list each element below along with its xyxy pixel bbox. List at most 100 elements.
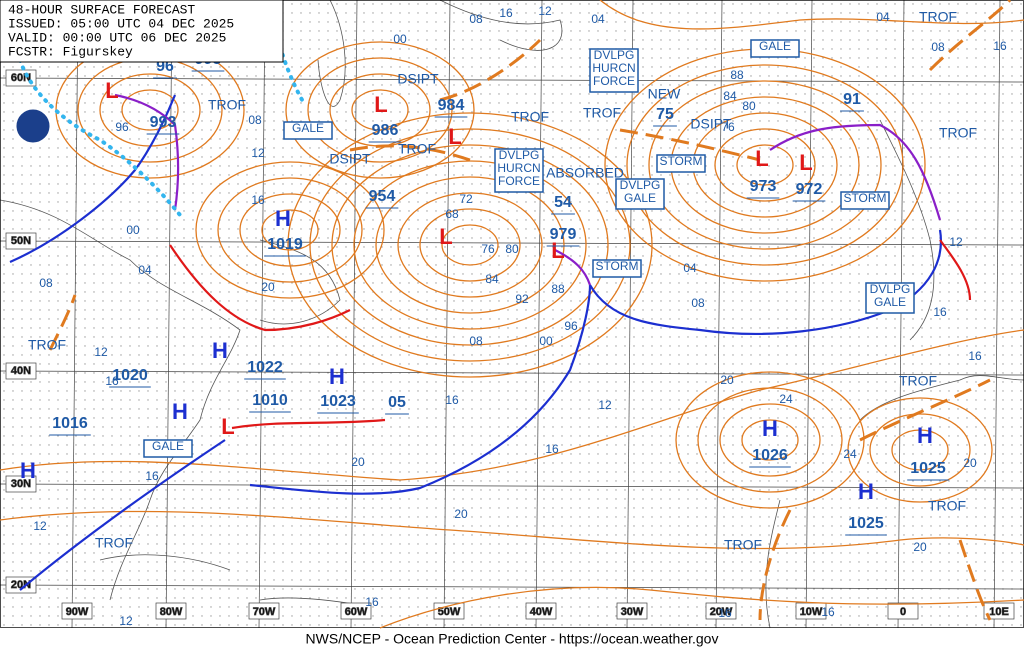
isobar-label: 88: [551, 282, 565, 296]
warning-text: FORCE: [593, 74, 635, 88]
isobar-label: 20: [720, 373, 734, 387]
isobar: [287, 112, 653, 378]
isobar-label: 08: [469, 12, 483, 26]
lat-label-bg: [5, 232, 37, 250]
isobar: [195, 161, 385, 299]
labels: HHHHHHHHLLLLLLLL995969939869849541019549…: [20, 4, 1007, 628]
warning-text: GALE: [874, 295, 906, 309]
warning-text: FORCE: [498, 174, 540, 188]
isobar: [217, 177, 363, 283]
lon-label-bg: [705, 602, 737, 620]
pressure-value: 1025: [848, 515, 884, 532]
isobar-label: 00: [126, 223, 140, 237]
header-valid: VALID: 00:00 UTC 06 DEC 2025: [8, 30, 226, 45]
warning-box: [865, 282, 915, 314]
isobar: [719, 403, 821, 477]
pressure-value: 1023: [320, 393, 356, 410]
meridian: [805, 0, 813, 629]
low-center: L: [221, 414, 234, 439]
isobar: [599, 0, 1024, 30]
isobar-label: 20: [454, 507, 468, 521]
isobar-label: 12: [251, 146, 265, 160]
isobar-label: 80: [505, 242, 519, 256]
warning-text: GALE: [759, 39, 791, 53]
isobar-label: 80: [742, 99, 756, 113]
isobar-label: 96: [115, 120, 129, 134]
isobar: [891, 429, 949, 471]
warning-text: HURCN: [592, 61, 635, 75]
isobar-label: 04: [138, 263, 152, 277]
warning-box: [656, 154, 706, 173]
isobar: [847, 397, 993, 503]
isobar: [351, 89, 409, 131]
isobar: [869, 413, 971, 487]
annotation: TROF: [398, 141, 436, 157]
isobar: [441, 224, 499, 266]
isobar-label: 84: [485, 272, 499, 286]
warning-box: [283, 121, 333, 140]
isobar-label: 08: [469, 334, 483, 348]
cold-front: [9, 94, 177, 264]
warning-text: STORM: [843, 191, 886, 205]
isobar-label: 16: [718, 606, 732, 620]
high-center: H: [917, 423, 933, 448]
lat-label: 50N: [11, 235, 31, 247]
lat-label: 40N: [11, 365, 31, 377]
parallel: [0, 483, 1024, 489]
isobar: [0, 329, 1024, 481]
header-box: [0, 0, 284, 63]
parallel: [0, 240, 1024, 246]
high-center: H: [329, 364, 345, 389]
isobar-label: 76: [721, 120, 735, 134]
isobar-label: 12: [598, 398, 612, 412]
isobar-label: 16: [993, 39, 1007, 53]
lat-label-bg: [5, 362, 37, 380]
pressure-value: 05: [388, 394, 406, 411]
warning-box: [750, 39, 800, 58]
lat-label-bg: [5, 475, 37, 493]
isobar-label: 12: [949, 235, 963, 249]
meridian: [71, 0, 79, 629]
isobar-label: 00: [393, 32, 407, 46]
warning-text: DVLPG: [594, 48, 635, 62]
meridian: [897, 0, 905, 629]
pressure-value: 954: [369, 188, 396, 205]
warning-text: GALE: [152, 439, 184, 453]
pressure-value: 972: [796, 181, 823, 198]
lon-label-bg: [983, 602, 1015, 620]
annotation: TROF: [724, 537, 762, 553]
isobar-label: 16: [499, 6, 513, 20]
lon-label: 20W: [710, 606, 733, 618]
low-center: L: [755, 146, 768, 171]
warm-front: [939, 239, 972, 301]
lon-label: 30W: [621, 606, 644, 618]
lon-label: 70W: [253, 606, 276, 618]
pressure-value: 1016: [52, 415, 88, 432]
isobar-label: 12: [33, 519, 47, 533]
high-center: H: [20, 458, 36, 483]
isobar-label: 16: [968, 349, 982, 363]
isobar: [331, 144, 609, 346]
cold-front: [19, 439, 226, 591]
annotation: DSIPT: [329, 151, 371, 167]
isobar: [714, 128, 816, 202]
pressure-value: 1022: [247, 359, 283, 376]
graticule: 90W 80W 70W 60W 50W 40W 30W 20W 10W 0 10E60N50N40N…: [0, 0, 1024, 629]
occluded-front: [554, 249, 592, 286]
high-center: H: [762, 416, 778, 441]
low-center: L: [439, 224, 452, 249]
lon-label: 40W: [530, 606, 553, 618]
occluded-front: [769, 123, 942, 221]
pressure-value: 1026: [752, 447, 788, 464]
isobar-label: 92: [515, 292, 529, 306]
footer: NWS/NCEP - Ocean Prediction Center - htt…: [306, 631, 719, 647]
isobar-label: 24: [843, 447, 857, 461]
isobar: [741, 419, 799, 461]
pressure-value: 984: [438, 97, 465, 114]
warning-text: DVLPG: [620, 178, 661, 192]
low-center: L: [105, 78, 118, 103]
isobar: [626, 64, 904, 266]
pressure-value: 1020: [112, 367, 148, 384]
isobar-label: 08: [39, 276, 53, 290]
isobar-label: 04: [876, 10, 890, 24]
